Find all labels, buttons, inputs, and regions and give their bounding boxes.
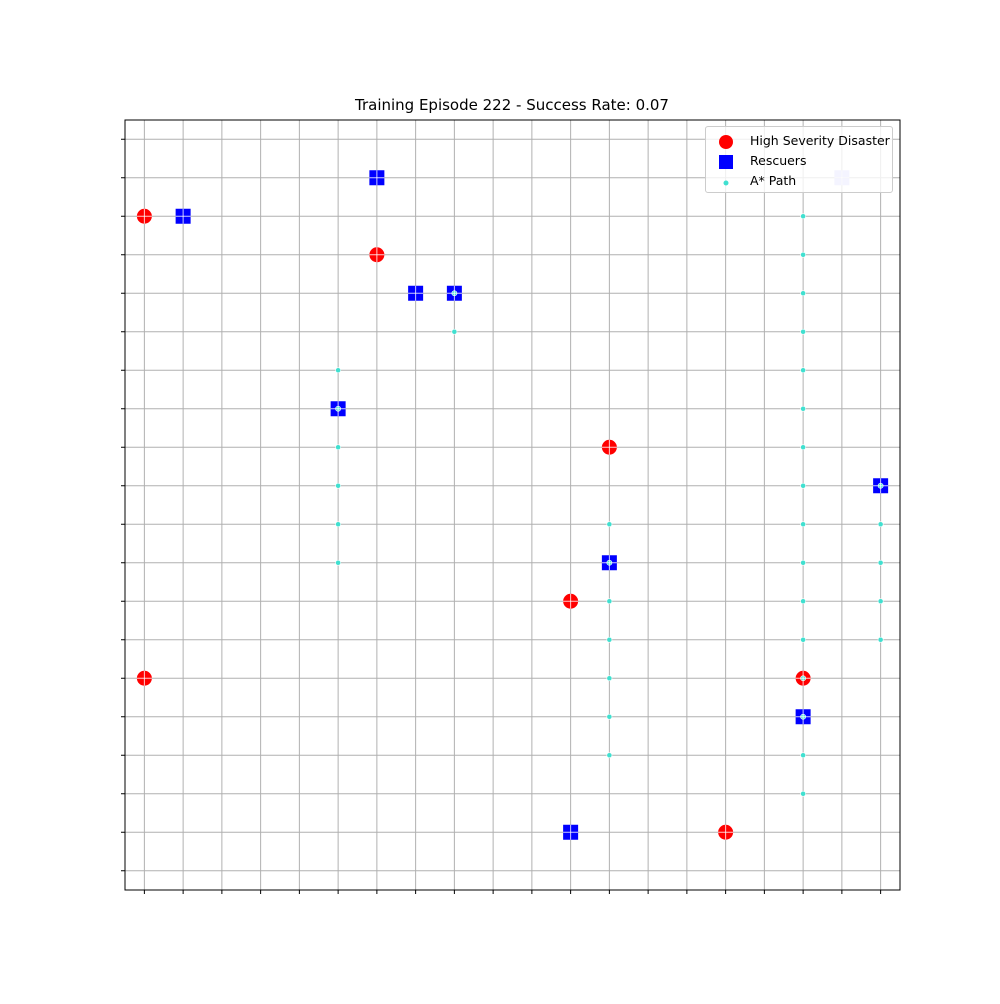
legend-label-disaster: High Severity Disaster — [750, 133, 890, 148]
legend-item-rescuers: Rescuers — [706, 152, 892, 170]
path-point — [877, 559, 884, 566]
path-point — [877, 636, 884, 643]
path-point — [800, 521, 807, 528]
path-point — [800, 559, 807, 566]
path-point — [800, 636, 807, 643]
path-point — [606, 598, 613, 605]
path-point — [335, 559, 342, 566]
legend-label-rescuers: Rescuers — [750, 153, 807, 168]
path-point — [800, 328, 807, 335]
path-point — [800, 405, 807, 412]
legend-rescuers-marker — [719, 155, 733, 169]
path-point — [800, 367, 807, 374]
path-point — [800, 752, 807, 759]
path-point — [800, 598, 807, 605]
path-point — [800, 444, 807, 451]
legend: High Severity Disaster Rescuers A* Path — [705, 126, 893, 193]
legend-item-path: A* Path — [706, 172, 892, 190]
path-point — [606, 713, 613, 720]
path-point — [800, 482, 807, 489]
path-point — [800, 251, 807, 258]
path-point — [606, 636, 613, 643]
path-point — [451, 328, 458, 335]
path-point — [800, 290, 807, 297]
legend-item-disaster: High Severity Disaster — [706, 132, 892, 150]
path-point — [606, 521, 613, 528]
axes-frame — [124, 119, 901, 891]
path-point — [606, 752, 613, 759]
legend-disaster-marker — [719, 135, 733, 149]
legend-label-path: A* Path — [750, 173, 797, 188]
path-point — [335, 482, 342, 489]
path-point — [877, 521, 884, 528]
legend-path-marker — [723, 180, 729, 186]
path-point — [800, 790, 807, 797]
path-point — [606, 675, 613, 682]
path-point — [800, 213, 807, 220]
path-point — [877, 598, 884, 605]
path-point — [335, 444, 342, 451]
chart-title: Training Episode 222 - Success Rate: 0.0… — [355, 96, 669, 114]
path-point — [335, 521, 342, 528]
path-point — [335, 367, 342, 374]
